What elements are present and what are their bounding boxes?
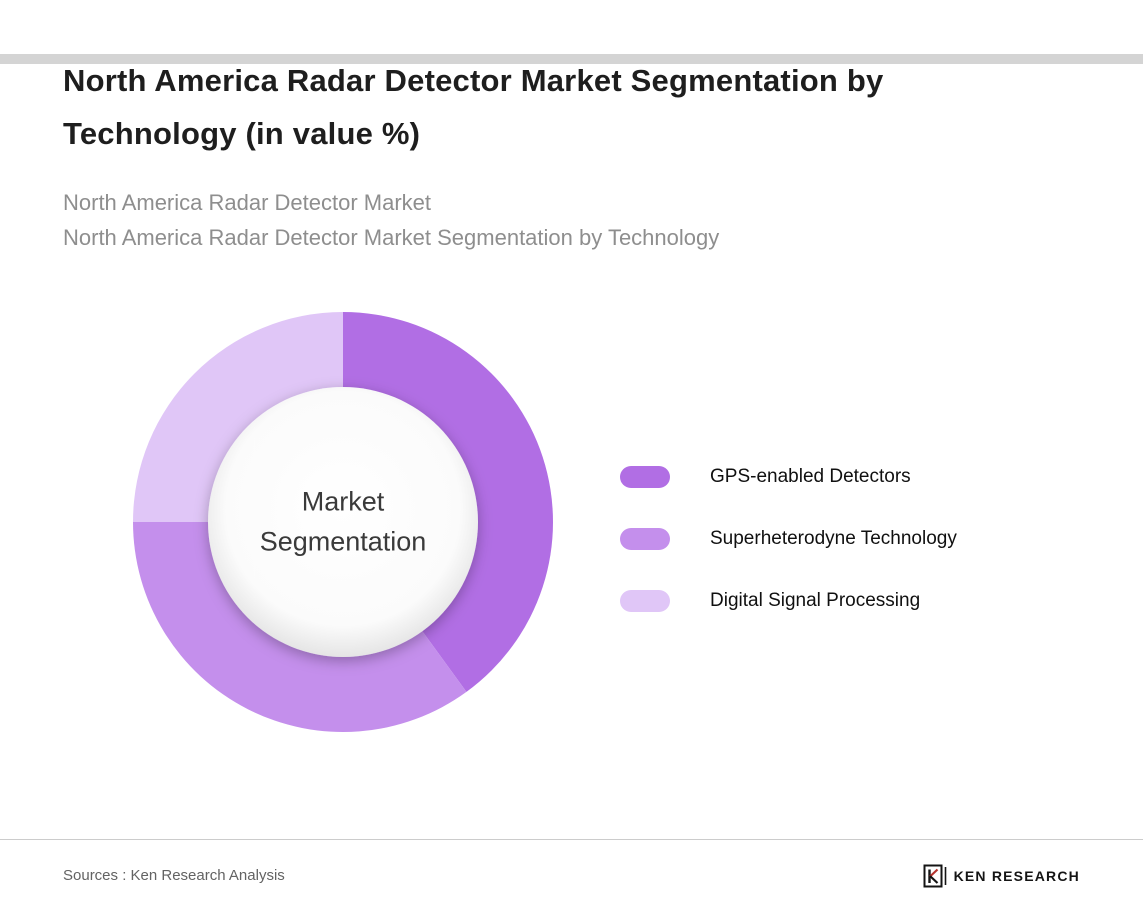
subtitle-line-2: North America Radar Detector Market Segm… [63,225,720,251]
legend-item: Superheterodyne Technology [620,527,957,550]
footer: Sources : Ken Research Analysis KEN RESE… [0,839,1143,911]
donut-center-circle [208,386,478,657]
ken-research-logo: KEN RESEARCH [923,864,1080,888]
legend-swatch [620,589,670,612]
chart-legend: GPS-enabled Detectors Superheterodyne Te… [620,465,957,612]
legend-swatch [620,465,670,488]
legend-label: GPS-enabled Detectors [710,465,911,487]
donut-chart-svg [133,311,553,732]
legend-item: GPS-enabled Detectors [620,465,957,488]
ken-research-logo-text: KEN RESEARCH [953,867,1080,884]
top-decorative-bar [0,54,1143,64]
legend-label: Superheterodyne Technology [710,527,957,549]
ken-research-logo-icon [923,864,946,887]
donut-chart: Market Segmentation [123,302,563,742]
legend-swatch [620,527,670,550]
legend-item: Digital Signal Processing [620,589,957,612]
page-title: North America Radar Detector Market Segm… [63,63,884,152]
legend-label: Digital Signal Processing [710,589,921,611]
donut-center-label: Market Segmentation [259,486,427,557]
subtitle-line-1: North America Radar Detector Market [63,189,432,215]
chart-area: Market Segmentation GPS-enabled Detector… [63,302,1080,742]
subtitle-block: North America Radar Detector Market Nort… [63,185,1080,256]
page-content: North America Radar Detector Market Segm… [0,54,1143,742]
sources-text: Sources : Ken Research Analysis [63,867,285,884]
